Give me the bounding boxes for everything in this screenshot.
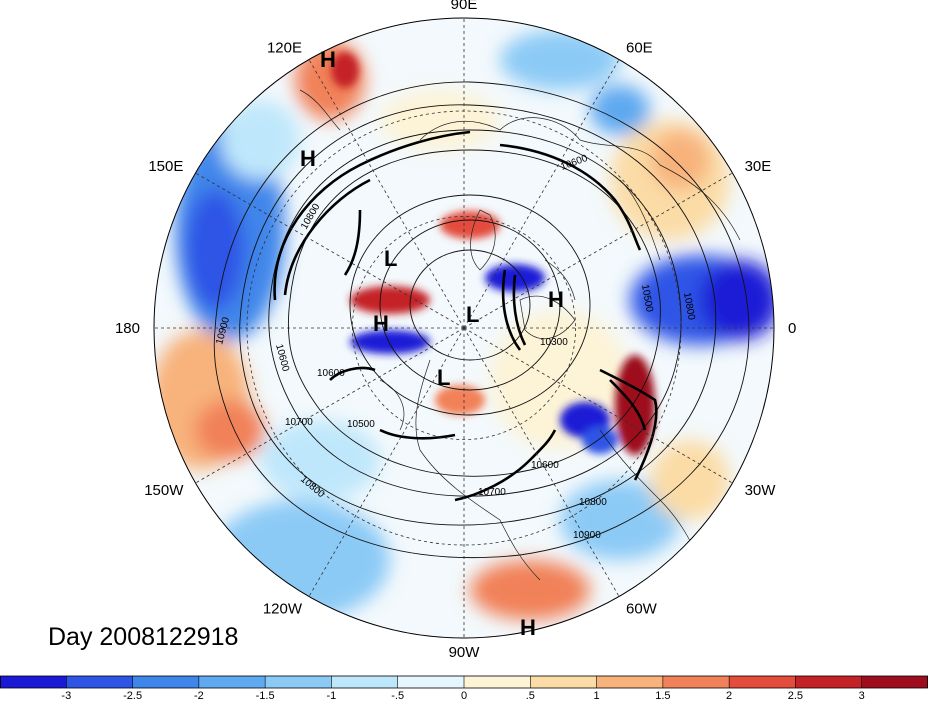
colorbar-swatch bbox=[662, 676, 730, 688]
colorbar-tick-label: -1.5 bbox=[256, 690, 275, 702]
contour-label: 10600 bbox=[317, 368, 345, 379]
pressure-center-label: H bbox=[520, 615, 536, 640]
meridian-line bbox=[195, 172, 465, 329]
pressure-center-label: H bbox=[548, 287, 564, 312]
colorbar-swatch bbox=[198, 676, 266, 688]
colorbar: -3 -2.5 -2 -1.5 -1 -.5 0 .5 1 1.5 2 2.5 3 bbox=[0, 675, 928, 702]
meridian-line bbox=[463, 327, 620, 597]
longitude-label: 90E bbox=[451, 0, 478, 13]
longitude-label: 30W bbox=[745, 482, 777, 499]
meridian-line bbox=[463, 327, 733, 484]
longitude-label: 30E bbox=[745, 158, 772, 175]
colorbar-tick-label: -2.5 bbox=[123, 690, 142, 702]
colorbar-tick-label: -.5 bbox=[391, 690, 404, 702]
pressure-center-label: H bbox=[320, 47, 336, 72]
longitude-label: 60W bbox=[626, 601, 658, 618]
colorbar-tick-label: -3 bbox=[61, 690, 71, 702]
meridian-line bbox=[195, 327, 465, 484]
contour-label: 10500 bbox=[347, 419, 375, 430]
contour-label: 10500 bbox=[639, 284, 655, 314]
colorbar-swatch bbox=[530, 676, 598, 688]
map-boundary bbox=[153, 17, 775, 639]
colorbar-swatch bbox=[132, 676, 200, 688]
colorbar-swatch bbox=[596, 676, 664, 688]
colorbar-swatch bbox=[66, 676, 134, 688]
colorbar-swatch bbox=[331, 676, 399, 688]
colorbar-tick-label: 1 bbox=[594, 690, 600, 702]
colorbar-tick-label: 2 bbox=[726, 690, 732, 702]
contour-label: 10800 bbox=[579, 497, 607, 508]
pressure-center-label: L bbox=[437, 365, 450, 390]
longitude-label: 120W bbox=[263, 601, 303, 618]
meridian-line bbox=[463, 59, 620, 329]
pressure-center-label: H bbox=[300, 146, 316, 171]
colorbar-tick-label: -1 bbox=[327, 690, 337, 702]
colorbar-swatch bbox=[729, 676, 796, 688]
jet-contours bbox=[273, 130, 658, 502]
contour-label: 10700 bbox=[285, 417, 313, 428]
longitude-label: 0 bbox=[788, 320, 796, 337]
colorbar-swatch bbox=[397, 676, 465, 688]
colorbar-tick-label: 0 bbox=[461, 690, 467, 702]
contour-label: 10900 bbox=[573, 530, 601, 541]
colorbar-tick-label: -2 bbox=[194, 690, 204, 702]
contour-label: 10600 bbox=[531, 460, 559, 471]
contour-label: 10800 bbox=[681, 292, 697, 322]
colorbar-swatch bbox=[0, 676, 67, 688]
contour-label: 10300 bbox=[540, 337, 568, 348]
meridian-line bbox=[308, 59, 465, 329]
longitude-label: 180 bbox=[115, 320, 140, 337]
colorbar-swatch bbox=[464, 676, 531, 688]
pressure-center-label: L bbox=[466, 302, 479, 327]
longitude-label: 60E bbox=[626, 39, 653, 56]
graticule bbox=[154, 18, 774, 638]
longitude-label: 90W bbox=[449, 644, 481, 661]
pressure-center-label: H bbox=[373, 311, 389, 336]
longitude-label: 150E bbox=[148, 158, 183, 175]
longitude-labels: 90E 60E 30E 0 30W 60W 90W 120W 150W 180 150E 120E bbox=[115, 0, 796, 661]
day-label: Day 2008122918 bbox=[48, 623, 238, 651]
pressure-center-label: L bbox=[384, 246, 397, 271]
colorbar-swatch bbox=[265, 676, 332, 688]
latitude-circle bbox=[351, 215, 576, 440]
colorbar-swatch bbox=[795, 676, 863, 688]
colorbar-tick-label: 1.5 bbox=[655, 690, 670, 702]
longitude-label: 150W bbox=[144, 482, 184, 499]
meridian-line bbox=[308, 327, 465, 597]
colorbar-tick-label: 3 bbox=[859, 690, 865, 702]
colorbar-swatch bbox=[861, 676, 928, 688]
height-contours bbox=[213, 81, 750, 559]
latitude-circle bbox=[246, 110, 682, 546]
meridian-line bbox=[463, 172, 733, 329]
pressure-center-labels: H H L L H H L H bbox=[300, 47, 564, 640]
colorbar-tick-label: 2.5 bbox=[788, 690, 803, 702]
colorbar-tick-label: .5 bbox=[526, 690, 535, 702]
longitude-label: 120E bbox=[267, 39, 302, 56]
contour-label: 10700 bbox=[478, 487, 506, 498]
